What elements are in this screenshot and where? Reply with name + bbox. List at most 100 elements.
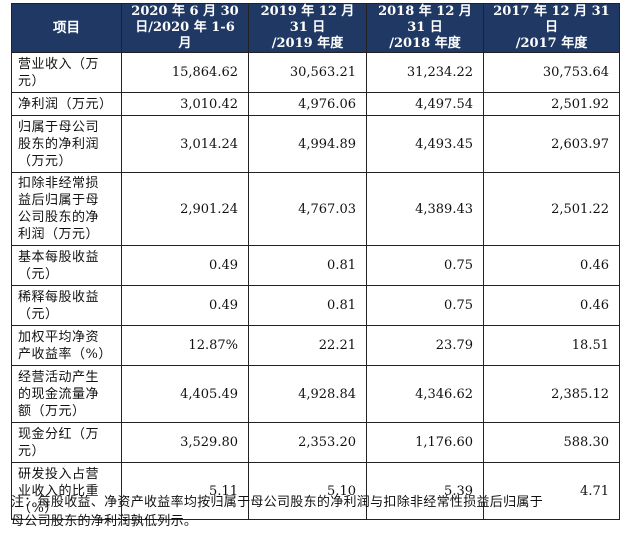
row-label-line: 业收入的比重: [18, 483, 100, 499]
table-cell-value: 5.39: [366, 462, 484, 520]
row-label-line: 基本每股收益: [18, 249, 100, 265]
table-cell-value: 5.10: [248, 462, 367, 520]
table-row: 基本每股收益 （元） 0.49 0.81 0.75 0.46: [11, 245, 620, 286]
row-label-line: 营业收入（万: [18, 56, 100, 72]
row-label-line: （万元）: [18, 153, 73, 169]
table-cell-value: 2,353.20: [248, 422, 367, 463]
table-row: 扣除非经常损 益后归属于母 公司股东的净 利润（万元） 2,901.24 4,767.03…: [11, 172, 620, 246]
table-cell-value: 4,346.62: [366, 365, 484, 423]
table-row: 现金分红（万 元） 3,529.80 2,353.20 1,176.60 588.30: [11, 422, 620, 463]
row-label-line: 的现金流量净: [18, 386, 100, 402]
header-row: 项目 2020 年 6 月 30 日/2020 年 1-6 月 2019 年 12 月…: [11, 3, 620, 53]
table-row: 加权平均净资 产收益率（%） 12.87% 22.21 23.79 18.51: [11, 325, 620, 366]
table-cell-value: 0.46: [483, 285, 620, 326]
table-cell-value: 0.46: [483, 245, 620, 286]
table-cell-value: 0.75: [366, 285, 484, 326]
column-header-line: 2018 年 12 月 31 日: [378, 4, 472, 35]
row-label-line: 稀释每股收益: [18, 289, 100, 305]
column-header-period-2: 2019 年 12 月 31 日/2019 年度: [248, 3, 367, 53]
column-header-line: /2019 年度: [271, 36, 344, 51]
column-header-line: 项目: [53, 20, 80, 36]
table-row: 研发投入占营 业收入的比重 （%） 5.11 5.10 5.39 4.71: [11, 462, 620, 520]
column-header-item: 项目: [11, 3, 122, 53]
table-cell-value: 31,234.22: [366, 52, 484, 93]
table-cell-value: 4,994.89: [248, 115, 367, 173]
table-cell-value: 4.71: [483, 462, 620, 520]
table-cell-value: 2,385.12: [483, 365, 620, 423]
row-label-line: （元）: [18, 266, 59, 282]
row-label-line: （%）: [18, 500, 58, 516]
table-body: 营业收入（万 元） 15,864.62 30,563.21 31,234.22 30,75…: [11, 52, 620, 520]
table-cell-value: 4,767.03: [248, 172, 367, 246]
row-label: 加权平均净资 产收益率（%）: [11, 325, 122, 366]
row-label-line: 净利润（万元）: [18, 96, 113, 112]
table-cell-value: 22.21: [248, 325, 367, 366]
table-cell-value: 2,901.24: [121, 172, 249, 246]
table-cell-value: 4,389.43: [366, 172, 484, 246]
table-cell-value: 0.81: [248, 245, 367, 286]
table-cell-value: 2,603.97: [483, 115, 620, 173]
table-cell-value: 2,501.22: [483, 172, 620, 246]
financial-data-table: 项目 2020 年 6 月 30 日/2020 年 1-6 月 2019 年 12 月…: [11, 3, 620, 520]
table-row: 经营活动产生 的现金流量净 额（万元） 4,405.49 4,928.84 4,346.6…: [11, 365, 620, 423]
column-header-period-1: 2020 年 6 月 30 日/2020 年 1-6 月: [121, 3, 249, 53]
table-cell-value: 588.30: [483, 422, 620, 463]
column-header-line: 2017 年 12 月 31 日: [493, 4, 610, 35]
row-label: 归属于母公司 股东的净利润 （万元）: [11, 115, 122, 173]
column-header-period-4: 2017 年 12 月 31 日/2017 年度: [483, 3, 620, 53]
row-label: 稀释每股收益 （元）: [11, 285, 122, 326]
row-label-line: 归属于母公司: [18, 119, 100, 135]
column-header-line: 2020 年 6 月 30: [131, 4, 239, 19]
row-label: 净利润（万元）: [11, 92, 122, 116]
row-label-line: 扣除非经常损: [18, 176, 100, 191]
footnote-line-2: 母公司股东的净利润孰低列示。: [11, 514, 198, 529]
row-label: 经营活动产生 的现金流量净 额（万元）: [11, 365, 122, 423]
column-header-line: 2019 年 12 月 31 日: [260, 4, 355, 35]
table-row: 营业收入（万 元） 15,864.62 30,563.21 31,234.22 30,75…: [11, 52, 620, 93]
table-row: 归属于母公司 股东的净利润 （万元） 3,014.24 4,994.89 4,493.45…: [11, 115, 620, 173]
table-cell-value: 5.11: [121, 462, 249, 520]
table-cell-value: 4,928.84: [248, 365, 367, 423]
footnote: 注：每股收益、净资产收益率均按归属于母公司股东的净利润与扣除非经常性损益后归属于…: [11, 493, 617, 531]
footnote-line-1: 注：每股收益、净资产收益率均按归属于母公司股东的净利润与扣除非经常性损益后归属于: [11, 495, 544, 510]
table-cell-value: 4,976.06: [248, 92, 367, 116]
row-label: 扣除非经常损 益后归属于母 公司股东的净 利润（万元）: [11, 172, 122, 246]
row-label: 基本每股收益 （元）: [11, 245, 122, 286]
table-cell-value: 2,501.92: [483, 92, 620, 116]
column-header-line: 日/2020 年 1-6 月: [135, 20, 235, 51]
table-cell-value: 30,753.64: [483, 52, 620, 93]
row-label: 研发投入占营 业收入的比重 （%）: [11, 462, 122, 520]
table-cell-value: 12.87%: [121, 325, 249, 366]
row-label: 营业收入（万 元）: [11, 52, 122, 93]
column-header-line: /2017 年度: [515, 36, 588, 51]
row-label-line: 研发投入占营: [18, 466, 100, 482]
row-label-line: 公司股东的净: [18, 210, 100, 225]
row-label-line: 元）: [18, 443, 46, 459]
row-label-line: （元）: [18, 306, 59, 322]
column-header-period-3: 2018 年 12 月 31 日/2018 年度: [366, 3, 484, 53]
table-cell-value: 0.49: [121, 245, 249, 286]
table-cell-value: 15,864.62: [121, 52, 249, 93]
table-cell-value: 3,529.80: [121, 422, 249, 463]
row-label-line: 利润（万元）: [18, 227, 100, 242]
row-label-line: 加权平均净资: [18, 329, 100, 345]
table-cell-value: 3,010.42: [121, 92, 249, 116]
table-cell-value: 0.75: [366, 245, 484, 286]
table-cell-value: 23.79: [366, 325, 484, 366]
table-header: 项目 2020 年 6 月 30 日/2020 年 1-6 月 2019 年 12 月…: [11, 3, 620, 53]
table-cell-value: 4,405.49: [121, 365, 249, 423]
row-label-line: 元）: [18, 73, 46, 89]
table-cell-value: 30,563.21: [248, 52, 367, 93]
table-cell-value: 0.49: [121, 285, 249, 326]
row-label-line: 股东的净利润: [18, 136, 100, 152]
table-cell-value: 3,014.24: [121, 115, 249, 173]
table-cell-value: 0.81: [248, 285, 367, 326]
column-header-line: /2018 年度: [389, 36, 461, 51]
row-label-line: 益后归属于母: [18, 193, 100, 208]
table-cell-value: 1,176.60: [366, 422, 484, 463]
table-cell-value: 18.51: [483, 325, 620, 366]
table-row: 净利润（万元） 3,010.42 4,976.06 4,497.54 2,501.92: [11, 92, 620, 116]
row-label-line: 经营活动产生: [18, 369, 100, 385]
row-label: 现金分红（万 元）: [11, 422, 122, 463]
table-cell-value: 4,497.54: [366, 92, 484, 116]
